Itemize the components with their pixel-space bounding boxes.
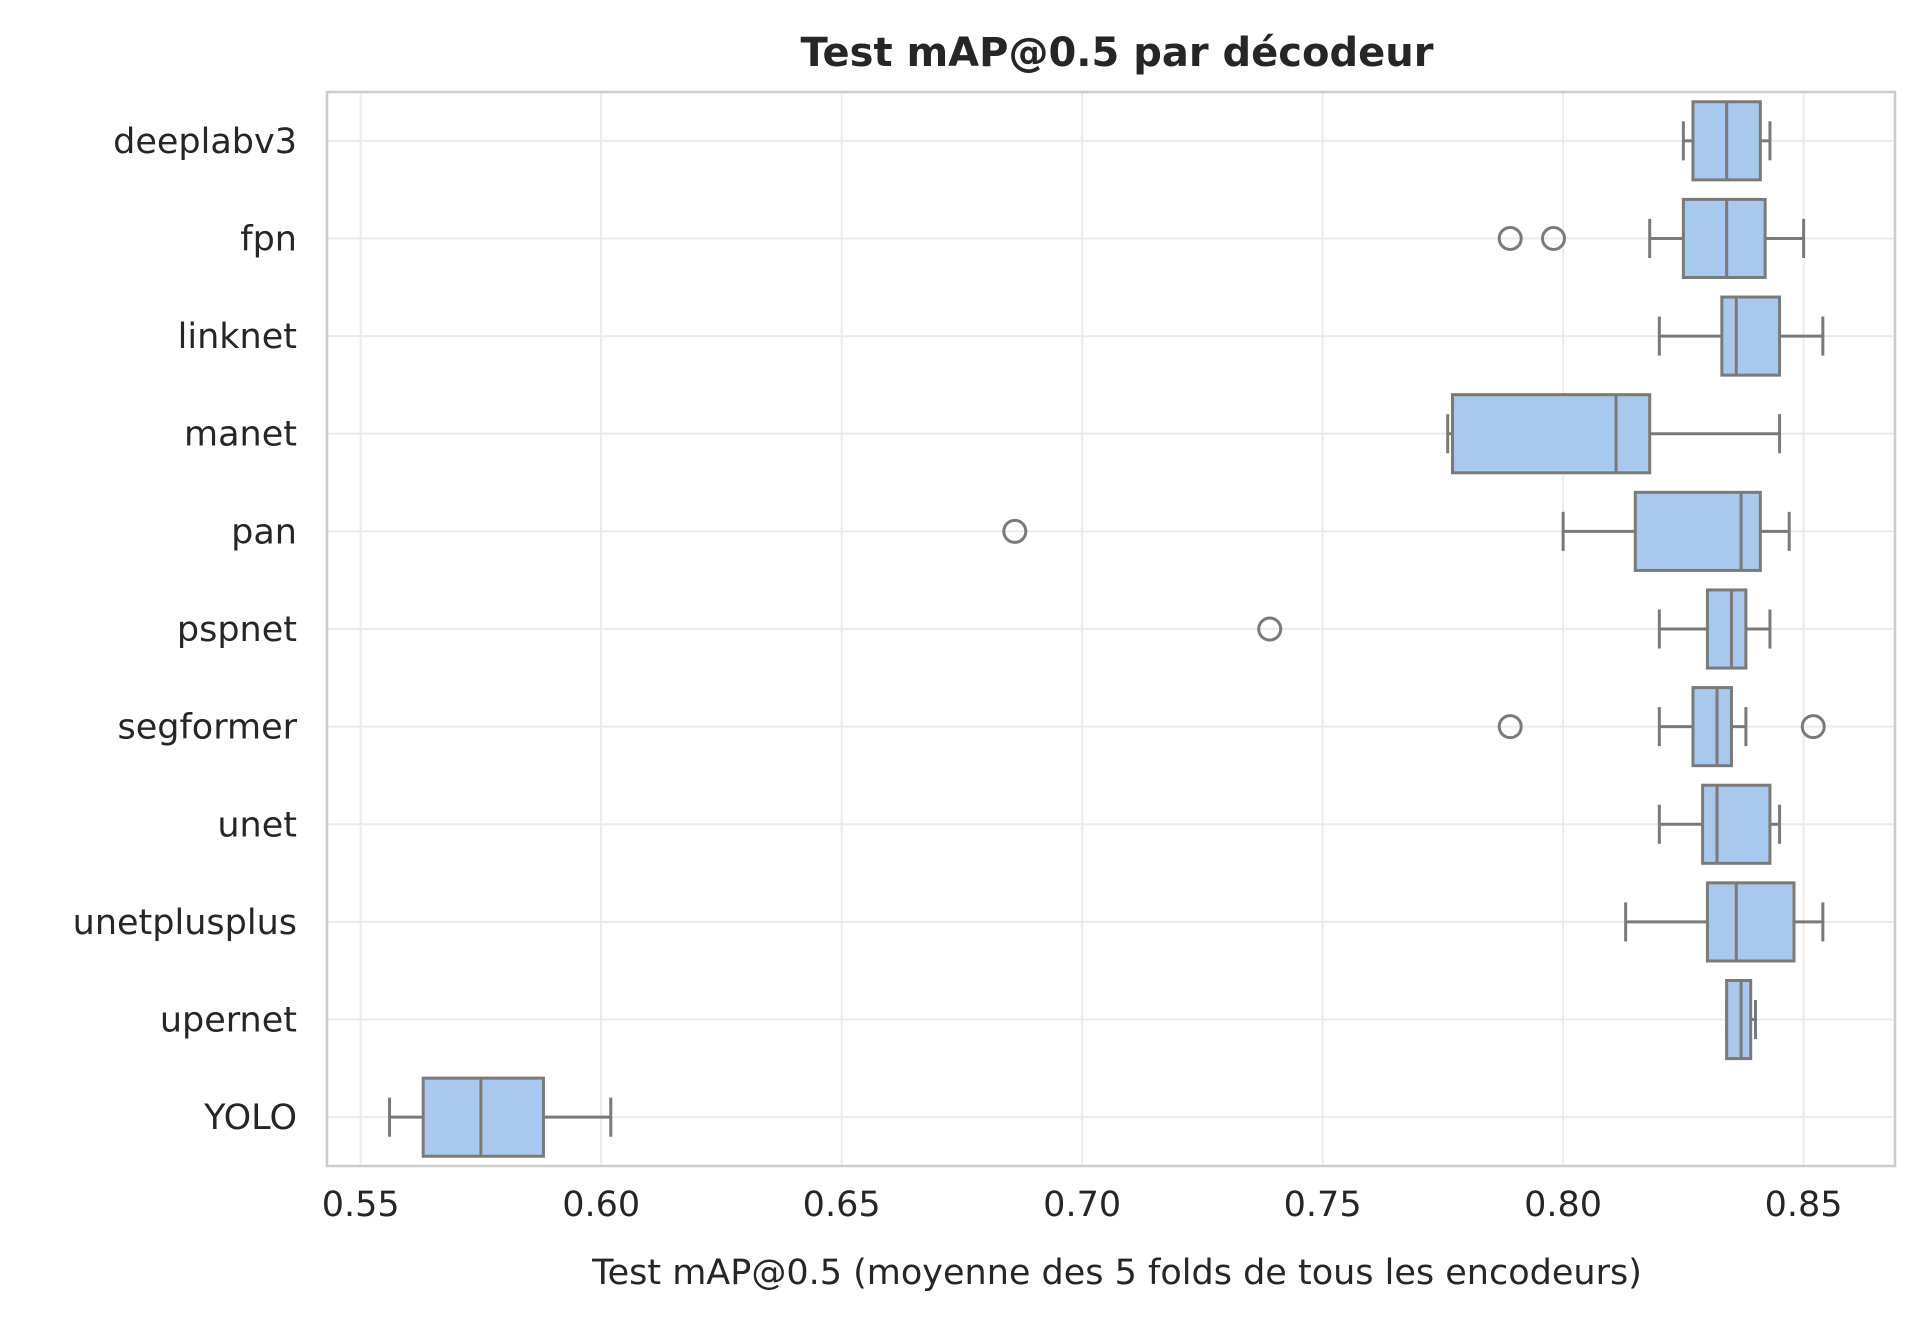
x-axis-label: Test mAP@0.5 (moyenne des 5 folds de tou… (591, 1253, 1642, 1293)
outlier-point (1257, 616, 1283, 642)
outlier-point (1541, 225, 1567, 251)
y-tick-label: fpn (240, 219, 297, 259)
y-tick-label: unetplusplus (73, 903, 297, 943)
box-group-fpn (1497, 197, 1806, 280)
iqr-box (1450, 393, 1652, 475)
box-group-unet (1657, 783, 1782, 865)
box-group-upernet (1725, 978, 1758, 1061)
chart-title: Test mAP@0.5 par décodeur (801, 30, 1434, 76)
iqr-box (1705, 881, 1796, 963)
outlier-point (1800, 714, 1826, 740)
x-tick-label: 0.75 (1284, 1185, 1362, 1225)
outlier-point (1497, 714, 1523, 740)
y-tick-labels: deeplabv3 fpn linknet manet pan pspnet segform… (73, 122, 298, 1138)
box-group-deeplabv3 (1681, 100, 1772, 182)
y-tick-label: unet (217, 805, 297, 845)
y-tick-label: YOLO (203, 1098, 297, 1138)
iqr-box (1720, 295, 1782, 377)
iqr-box (1691, 686, 1733, 768)
y-tick-label: pan (231, 512, 297, 552)
grid (327, 92, 1895, 1166)
box-group-YOLO (388, 1076, 613, 1158)
y-tick-label: deeplabv3 (113, 122, 297, 162)
box-group-unetplusplus (1624, 881, 1825, 963)
y-tick-label: linknet (178, 317, 297, 357)
x-tick-label: 0.55 (322, 1185, 400, 1225)
x-tick-labels: 0.55 0.60 0.65 0.70 0.75 0.80 0.85 (322, 1185, 1843, 1225)
iqr-box (1725, 978, 1753, 1061)
x-tick-label: 0.65 (803, 1185, 881, 1225)
iqr-box (1681, 197, 1767, 280)
box-group-manet (1446, 393, 1782, 475)
box-group-linknet (1657, 295, 1825, 377)
outlier-point (1002, 518, 1028, 544)
x-tick-label: 0.80 (1524, 1185, 1602, 1225)
iqr-box (1701, 783, 1772, 865)
y-tick-label: upernet (160, 1001, 297, 1041)
box-group-segformer (1497, 686, 1826, 768)
y-tick-label: segformer (117, 708, 297, 748)
x-tick-label: 0.70 (1043, 1185, 1121, 1225)
boxes (388, 100, 1826, 1158)
iqr-box (421, 1076, 545, 1158)
outlier-point (1497, 225, 1523, 251)
x-tick-label: 0.85 (1765, 1185, 1843, 1225)
y-tick-label: manet (184, 415, 297, 455)
iqr-box (1633, 490, 1762, 572)
x-tick-label: 0.60 (562, 1185, 640, 1225)
box-group-pan (1002, 490, 1791, 572)
y-tick-label: pspnet (177, 610, 297, 650)
iqr-box (1705, 588, 1748, 670)
box-group-pspnet (1257, 588, 1772, 670)
plot-frame (325, 90, 1897, 1168)
